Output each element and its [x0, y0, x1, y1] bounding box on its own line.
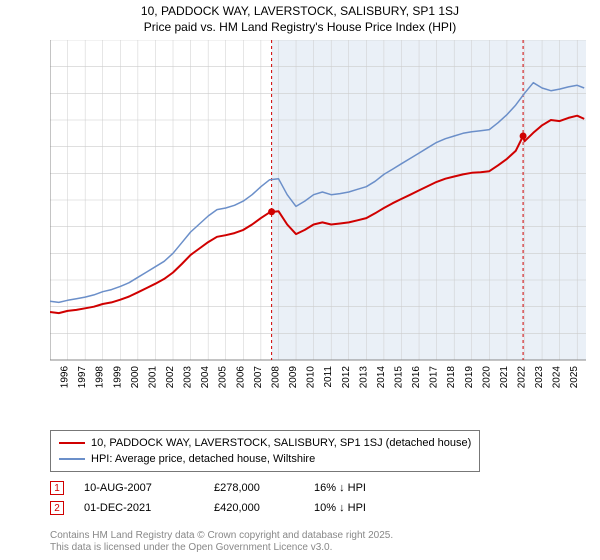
legend-item-hpi: HPI: Average price, detached house, Wilt…: [59, 451, 471, 467]
event-marker-1: 1: [50, 481, 64, 495]
event-diff-1: 16% ↓ HPI: [314, 482, 414, 494]
svg-text:1998: 1998: [95, 366, 106, 389]
svg-text:2012: 2012: [341, 366, 352, 389]
event-marker-2: 2: [50, 501, 64, 515]
svg-text:2025: 2025: [569, 366, 580, 389]
legend-label-property: 10, PADDOCK WAY, LAVERSTOCK, SALISBURY, …: [91, 435, 471, 451]
footer-line-1: Contains HM Land Registry data © Crown c…: [50, 530, 393, 542]
event-diff-2: 10% ↓ HPI: [314, 502, 414, 514]
svg-text:2006: 2006: [235, 366, 246, 389]
svg-text:2017: 2017: [429, 366, 440, 389]
svg-text:1997: 1997: [77, 366, 88, 389]
footer: Contains HM Land Registry data © Crown c…: [50, 530, 393, 554]
svg-text:2019: 2019: [464, 366, 475, 389]
svg-text:2022: 2022: [516, 366, 527, 389]
svg-text:2018: 2018: [446, 366, 457, 389]
svg-text:2004: 2004: [200, 366, 211, 389]
chart-container: 10, PADDOCK WAY, LAVERSTOCK, SALISBURY, …: [0, 0, 600, 560]
footer-line-2: This data is licensed under the Open Gov…: [50, 542, 393, 554]
legend-label-hpi: HPI: Average price, detached house, Wilt…: [91, 451, 315, 467]
svg-text:2010: 2010: [306, 366, 317, 389]
svg-text:2013: 2013: [358, 366, 369, 389]
svg-text:2003: 2003: [183, 366, 194, 389]
event-row-2: 2 01-DEC-2021 £420,000 10% ↓ HPI: [50, 498, 414, 518]
svg-text:2009: 2009: [288, 366, 299, 389]
legend-swatch-property: [59, 442, 85, 444]
svg-text:2011: 2011: [323, 366, 334, 388]
event-price-2: £420,000: [214, 502, 294, 514]
title-block: 10, PADDOCK WAY, LAVERSTOCK, SALISBURY, …: [0, 0, 600, 34]
svg-text:2015: 2015: [393, 366, 404, 389]
svg-text:2016: 2016: [411, 366, 422, 389]
title-line-1: 10, PADDOCK WAY, LAVERSTOCK, SALISBURY, …: [0, 4, 600, 18]
svg-text:2023: 2023: [534, 366, 545, 389]
legend-swatch-hpi: [59, 458, 85, 460]
event-row-1: 1 10-AUG-2007 £278,000 16% ↓ HPI: [50, 478, 414, 498]
svg-text:2007: 2007: [253, 366, 264, 389]
svg-text:2020: 2020: [481, 366, 492, 389]
svg-text:2001: 2001: [147, 366, 158, 389]
svg-text:2021: 2021: [499, 366, 510, 389]
svg-text:1995: 1995: [50, 366, 53, 389]
svg-text:1999: 1999: [112, 366, 123, 389]
svg-text:1996: 1996: [60, 366, 71, 389]
events-table: 1 10-AUG-2007 £278,000 16% ↓ HPI 2 01-DE…: [50, 478, 414, 518]
svg-text:2008: 2008: [270, 366, 281, 389]
event-price-1: £278,000: [214, 482, 294, 494]
svg-text:2014: 2014: [376, 366, 387, 389]
title-line-2: Price paid vs. HM Land Registry's House …: [0, 20, 600, 34]
svg-text:2000: 2000: [130, 366, 141, 389]
legend-item-property: 10, PADDOCK WAY, LAVERSTOCK, SALISBURY, …: [59, 435, 471, 451]
chart-area: £0£50K£100K£150K£200K£250K£300K£350K£400…: [50, 40, 590, 400]
svg-text:2005: 2005: [218, 366, 229, 389]
svg-text:2024: 2024: [552, 366, 563, 389]
legend: 10, PADDOCK WAY, LAVERSTOCK, SALISBURY, …: [50, 430, 480, 472]
chart-svg: £0£50K£100K£150K£200K£250K£300K£350K£400…: [50, 40, 590, 400]
event-date-1: 10-AUG-2007: [84, 482, 194, 494]
event-date-2: 01-DEC-2021: [84, 502, 194, 514]
svg-text:2002: 2002: [165, 366, 176, 389]
